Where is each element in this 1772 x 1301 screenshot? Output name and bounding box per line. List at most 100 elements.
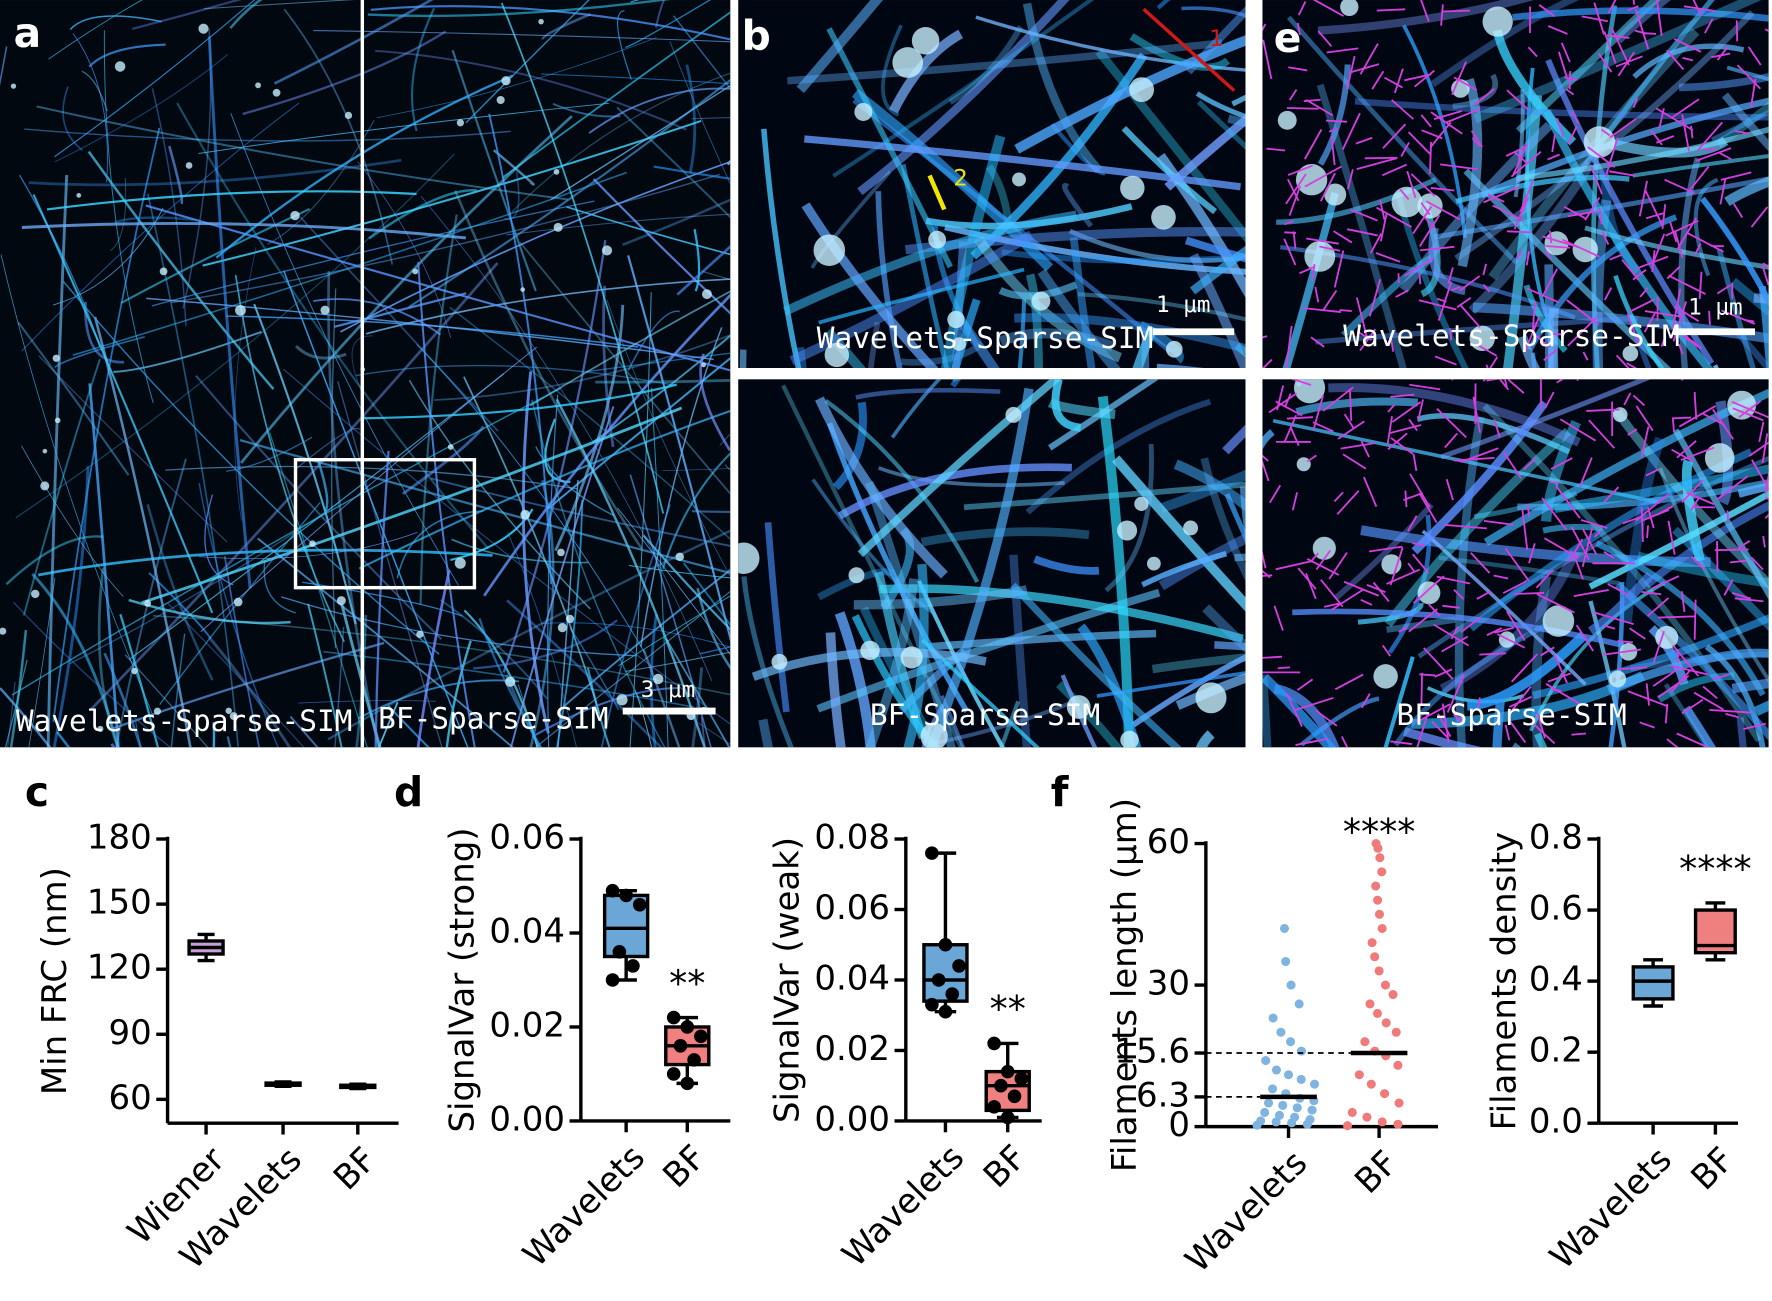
filament: [365, 278, 731, 335]
skeleton: [1678, 405, 1717, 428]
filament: [401, 425, 485, 496]
x-tick-label: Wavelets: [835, 1137, 973, 1275]
filament: [24, 128, 511, 142]
skeleton: [1306, 454, 1317, 463]
skeleton: [1347, 228, 1378, 237]
punctum: [848, 567, 865, 584]
skeleton: [1617, 639, 1633, 644]
skeleton: [1597, 52, 1613, 73]
skeleton: [1453, 589, 1465, 600]
filament: [586, 352, 731, 373]
punctum: [652, 673, 664, 685]
filament: [200, 346, 538, 633]
filament: [1454, 416, 1485, 748]
filament: [114, 216, 194, 224]
filament: [781, 384, 964, 748]
skeleton: [1382, 644, 1392, 657]
skeleton: [1450, 379, 1454, 381]
punctum: [1031, 291, 1051, 311]
skeleton: [1507, 379, 1525, 394]
skeleton: [1762, 535, 1766, 548]
data-point: [1307, 1105, 1317, 1115]
skeleton: [1493, 574, 1509, 580]
filament: [826, 422, 970, 713]
skeleton: [1414, 69, 1435, 88]
filament: [1051, 379, 1082, 432]
punctum: [1005, 406, 1022, 423]
skeleton: [1319, 172, 1336, 202]
filament: [15, 153, 455, 519]
y-tick-label: 0.2: [1529, 1031, 1583, 1071]
filament: [541, 73, 731, 85]
filament: [1001, 249, 1246, 264]
caption: BF-Sparse-SIM: [1396, 698, 1626, 732]
filament: [650, 614, 658, 748]
skeleton: [1477, 344, 1498, 357]
skeleton: [1317, 30, 1333, 47]
skeleton: [1593, 2, 1605, 35]
data-point: [680, 1076, 695, 1091]
y-tick-label: 0.00: [814, 1099, 890, 1139]
skeleton: [1556, 117, 1565, 138]
data-point: [1373, 895, 1383, 905]
punctum: [255, 82, 262, 89]
skeleton: [1531, 331, 1551, 349]
filament: [531, 686, 679, 738]
filament: [1050, 123, 1106, 176]
skeleton: [1617, 666, 1648, 671]
skeleton: [1436, 408, 1467, 439]
data-point: [1377, 923, 1387, 934]
filament: [832, 401, 867, 491]
skeleton: [1268, 392, 1298, 414]
filament: [975, 15, 1246, 72]
skeleton: [1425, 200, 1461, 221]
skeleton: [1764, 513, 1769, 519]
filament: [72, 33, 108, 183]
skeleton: [1330, 135, 1336, 166]
skeleton: [1565, 88, 1575, 96]
skeleton: [1417, 399, 1424, 422]
box: [922, 943, 969, 1003]
filament: [420, 195, 713, 682]
skeleton: [1651, 250, 1656, 273]
filament: [926, 387, 1034, 748]
y-axis-label: SignalVar (weak): [768, 837, 808, 1123]
skeleton: [1678, 343, 1684, 355]
filament: [1062, 183, 1093, 228]
filament: [699, 353, 731, 452]
filament: [165, 465, 578, 490]
skeleton: [1262, 358, 1273, 368]
filament: [1608, 581, 1625, 748]
scale-label: 1 μm: [1156, 292, 1210, 318]
data-point: [612, 945, 627, 959]
y-tick-label: 15.6: [1114, 1032, 1190, 1072]
filament: [367, 0, 671, 18]
y-tick-label: 0.02: [814, 1029, 890, 1069]
data-point: [1290, 1112, 1300, 1122]
skeleton: [1510, 151, 1542, 178]
filament: [1416, 413, 1571, 455]
skeleton: [1666, 738, 1679, 748]
filament: [535, 590, 731, 748]
punctum: [496, 95, 505, 105]
punctum: [553, 222, 563, 232]
skeleton: [1450, 626, 1459, 640]
skeleton: [1423, 216, 1435, 229]
y-tick-label: 60: [109, 1078, 152, 1118]
filament: [1724, 176, 1769, 207]
filament: [1262, 429, 1275, 450]
skeleton: [1496, 633, 1526, 649]
filament: [1433, 176, 1769, 240]
punctum: [1417, 581, 1441, 605]
punctum: [1324, 183, 1347, 206]
filament: [1614, 581, 1769, 741]
skeleton: [1711, 52, 1731, 59]
filament: [921, 703, 945, 748]
skeleton: [1341, 736, 1349, 748]
filament: [1037, 268, 1121, 368]
filament: [416, 343, 646, 654]
filament: [340, 603, 382, 748]
filament: [1112, 455, 1246, 612]
punctum: [416, 630, 424, 639]
skeleton: [1607, 0, 1617, 14]
